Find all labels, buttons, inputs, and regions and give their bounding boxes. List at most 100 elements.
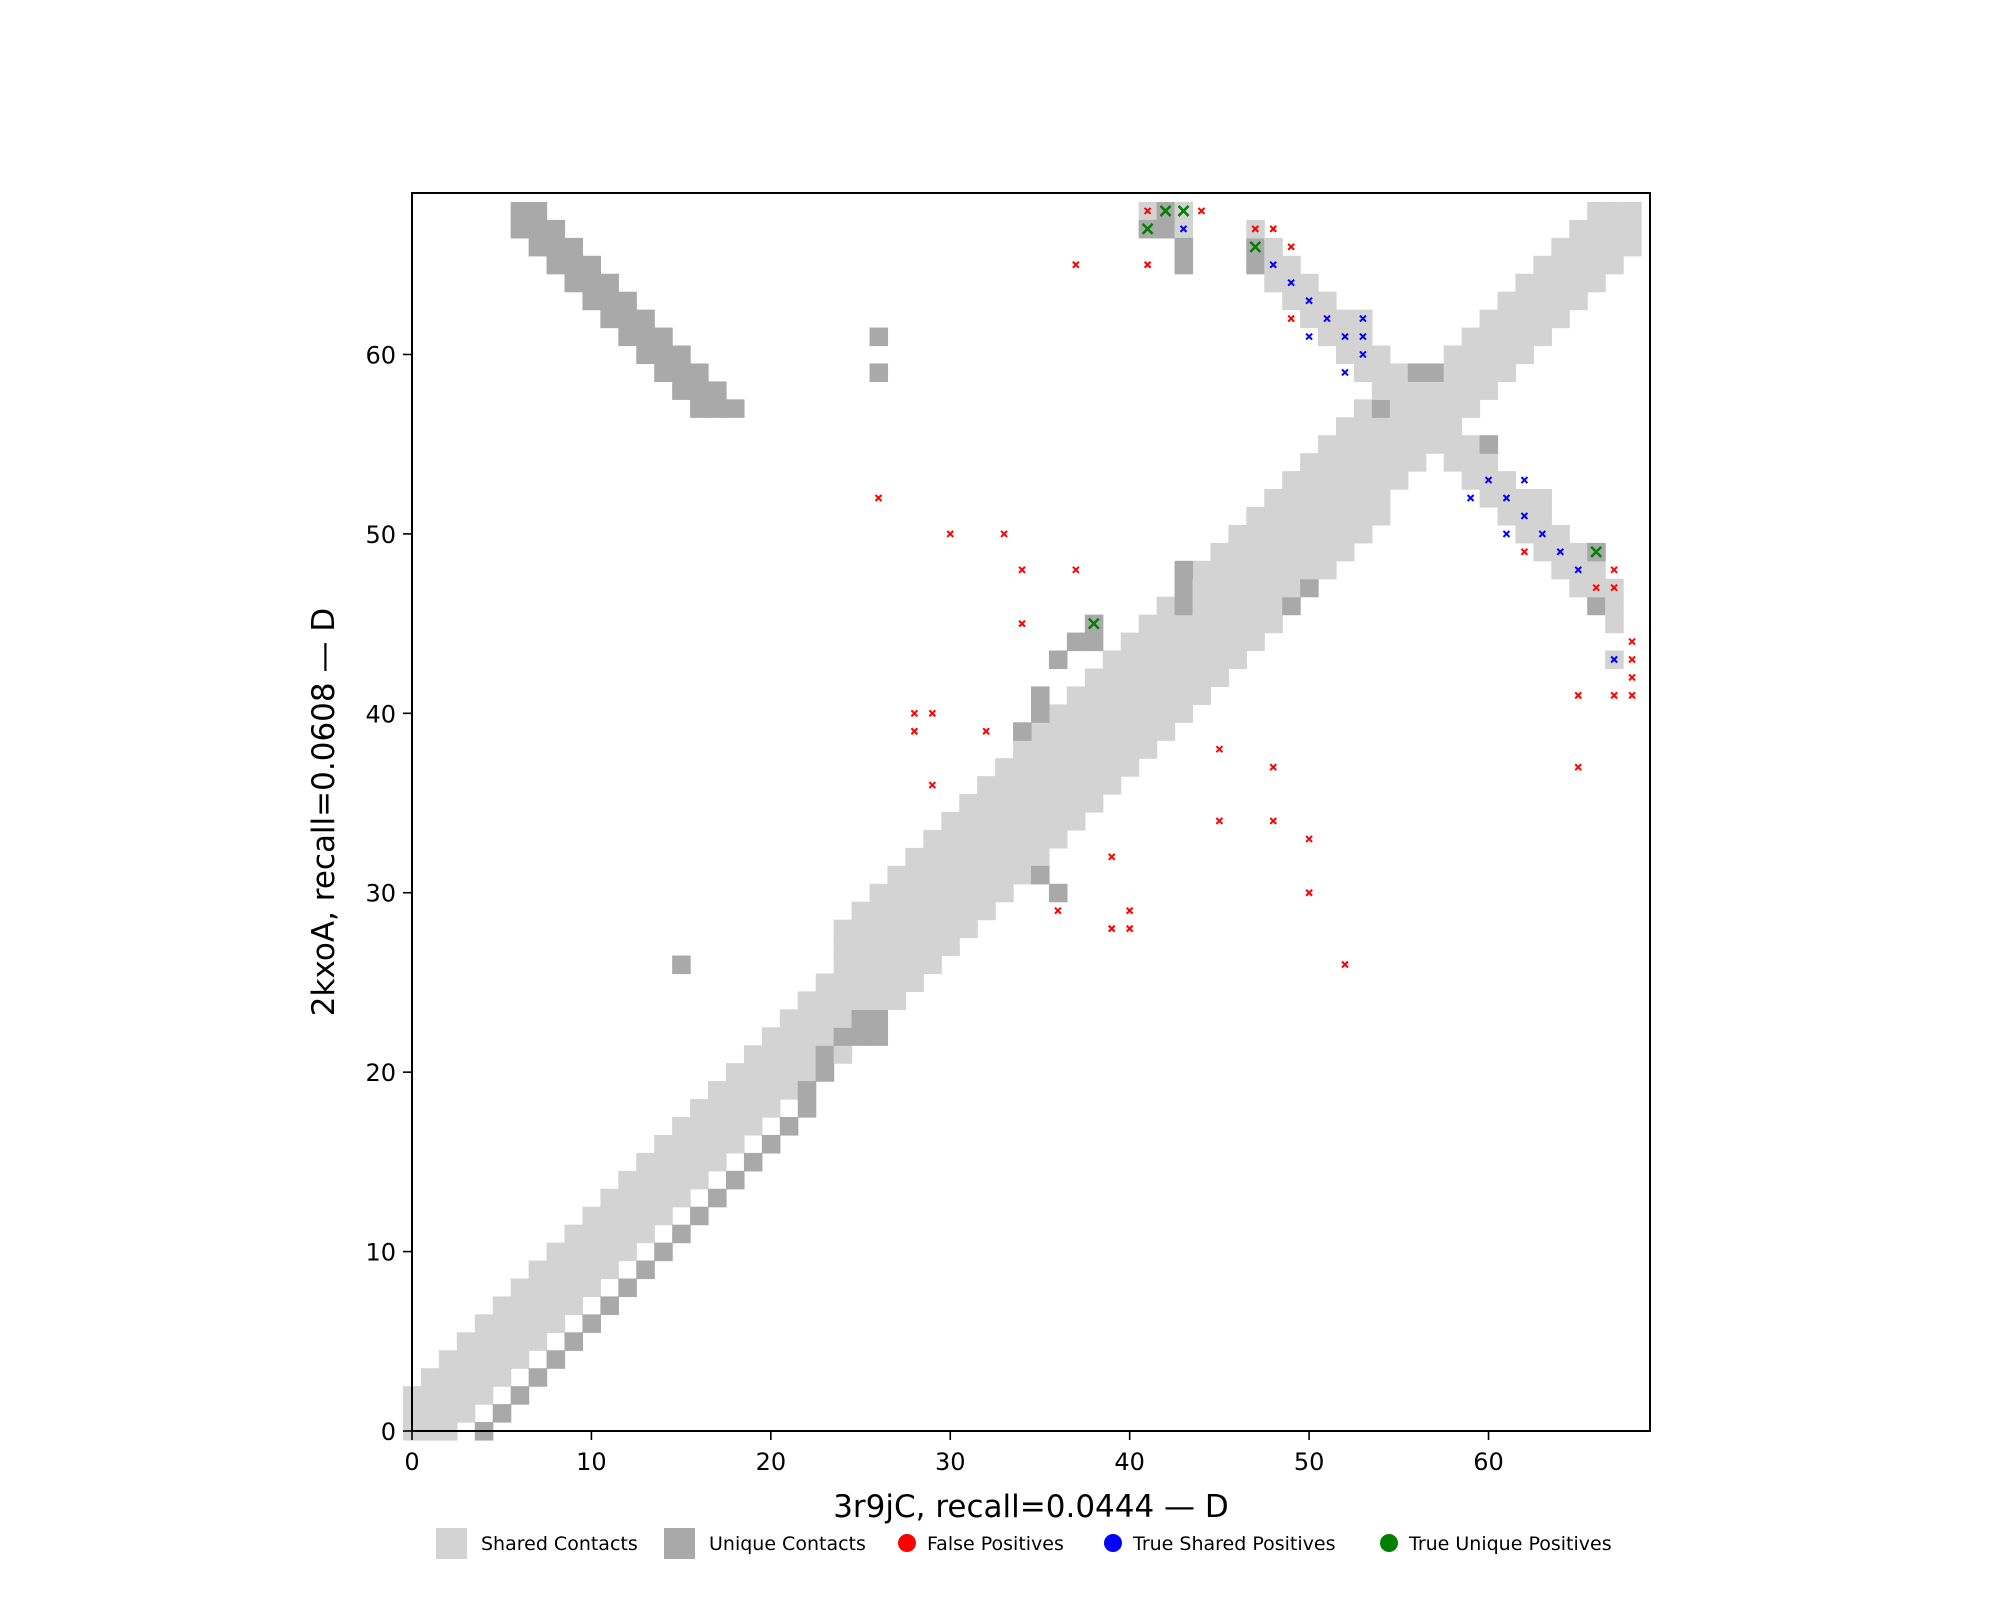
- shared-contact-cell: [456, 1368, 476, 1387]
- shared-contact-cell: [1138, 632, 1158, 652]
- shared-contact-cell: [1461, 435, 1481, 454]
- false-positive-marker: [1108, 924, 1116, 933]
- unique-contact-cell: [725, 1170, 745, 1190]
- shared-contact-cell: [779, 1045, 799, 1064]
- false-positive-marker: [1592, 584, 1600, 592]
- shared-contact-cell: [1389, 435, 1409, 454]
- shared-contact-cell: [1210, 578, 1229, 598]
- false-positive-marker-stroke: [874, 494, 883, 502]
- legend-swatch: [436, 1528, 467, 1559]
- shared-contact-cell: [1461, 381, 1481, 400]
- unique-contact-cell: [564, 1332, 584, 1351]
- shared-contact-cell: [1605, 237, 1624, 257]
- shared-contact-cell: [1479, 489, 1499, 508]
- shared-contact-cell: [833, 1009, 853, 1028]
- unique-contact-cell: [600, 1296, 619, 1315]
- false-positive-marker-stroke: [1269, 817, 1277, 825]
- shared-contact-cell: [1264, 506, 1283, 526]
- shared-contact-cell: [1120, 632, 1140, 652]
- shared-contact-cell: [1515, 489, 1534, 508]
- shared-contact-cell: [869, 919, 889, 939]
- unique-contact-cell: [672, 363, 691, 382]
- shared-contact-cell: [564, 1260, 584, 1280]
- false-positive-marker: [1287, 314, 1295, 323]
- shared-contact-cell: [1174, 614, 1194, 634]
- false-positive-marker-stroke: [928, 781, 937, 789]
- shared-contact-cell: [1282, 506, 1301, 526]
- shared-contact-cell: [492, 1332, 512, 1351]
- unique-contact-cell: [582, 1314, 601, 1333]
- shared-contact-cell: [1156, 596, 1176, 616]
- shared-contact-cell: [1336, 542, 1355, 562]
- shared-contact-cell: [1048, 722, 1068, 741]
- shared-contact-cell: [1066, 776, 1086, 795]
- false-positive-marker-stroke: [1018, 566, 1026, 574]
- false-positive-marker-stroke: [982, 727, 990, 735]
- false-positive-marker: [1072, 566, 1080, 574]
- shared-contact-cell: [1264, 524, 1283, 544]
- shared-contact-cell: [743, 1081, 763, 1100]
- legend-label: Shared Contacts: [481, 1533, 638, 1555]
- shared-contact-cell: [995, 829, 1014, 849]
- shared-contact-cell: [833, 1045, 853, 1064]
- unique-contact-cell: [636, 1260, 655, 1280]
- false-positive-marker: [1018, 566, 1026, 574]
- shared-contact-cell: [546, 1278, 566, 1298]
- shared-contact-cell: [600, 1242, 619, 1262]
- false-positive-marker: [1108, 853, 1116, 861]
- shared-contact-cell: [1084, 740, 1104, 759]
- shared-contact-cell: [959, 901, 978, 921]
- shared-contact-cell: [725, 1134, 745, 1154]
- shared-contact-cell: [1551, 273, 1570, 293]
- unique-contact-cell: [510, 201, 530, 221]
- shared-contact-cell: [1120, 650, 1140, 670]
- shared-contact-cell: [1013, 829, 1032, 849]
- unique-contact-cell: [1031, 704, 1050, 723]
- shared-contact-cell: [959, 883, 978, 903]
- shared-contact-cell: [815, 991, 835, 1010]
- shared-contact-cell: [995, 758, 1014, 777]
- true-shared-positive-marker-stroke: [1556, 548, 1564, 556]
- false-positive-marker-stroke: [1628, 691, 1636, 700]
- shared-contact-cell: [618, 1170, 637, 1190]
- shared-contact-cell: [1066, 758, 1086, 777]
- shared-contact-cell: [1479, 327, 1499, 347]
- shared-contact-cell: [1228, 578, 1247, 598]
- shared-contact-cell: [1389, 471, 1409, 490]
- shared-contact-cell: [905, 919, 924, 939]
- shared-contact-cell: [1371, 381, 1391, 400]
- shared-contact-cell: [1031, 758, 1050, 777]
- x-tick-label: 10: [576, 1448, 607, 1476]
- false-positive-marker-stroke: [1269, 225, 1277, 233]
- x-tick-label: 30: [935, 1448, 966, 1476]
- shared-contact-cell: [1102, 650, 1122, 670]
- false-positive-marker: [874, 494, 883, 502]
- shared-contact-cell: [941, 901, 960, 921]
- false-positive-marker-stroke: [1574, 691, 1582, 700]
- false-positive-marker: [1305, 835, 1313, 843]
- shared-contact-cell: [977, 883, 996, 903]
- shared-contact-cell: [708, 1081, 727, 1100]
- false-positive-marker: [1610, 584, 1618, 592]
- shared-contact-cell: [1569, 219, 1588, 239]
- unique-contact-cell: [672, 955, 691, 975]
- shared-contact-cell: [690, 1117, 709, 1136]
- shared-contact-cell: [1407, 453, 1427, 472]
- true-shared-positive-marker: [1502, 494, 1511, 502]
- shared-contact-cell: [1228, 650, 1247, 670]
- shared-contact-cell: [1587, 560, 1606, 580]
- false-positive-marker-stroke: [1251, 225, 1259, 233]
- unique-contact-cell: [1246, 255, 1265, 275]
- shared-contact-cell: [923, 883, 942, 903]
- true-shared-positive-marker-stroke: [1484, 476, 1493, 484]
- shared-contact-cell: [725, 1063, 745, 1082]
- false-positive-marker-stroke: [1305, 835, 1313, 843]
- unique-contact-cell: [564, 237, 584, 257]
- shared-contact-cell: [1336, 417, 1355, 436]
- false-positive-marker-stroke: [910, 727, 919, 735]
- shared-contact-cell: [1120, 686, 1140, 705]
- shared-contact-cell: [1605, 255, 1624, 275]
- x-tick-label: 60: [1473, 1448, 1504, 1476]
- unique-contact-cell: [510, 219, 530, 239]
- unique-contact-cell: [1013, 722, 1032, 741]
